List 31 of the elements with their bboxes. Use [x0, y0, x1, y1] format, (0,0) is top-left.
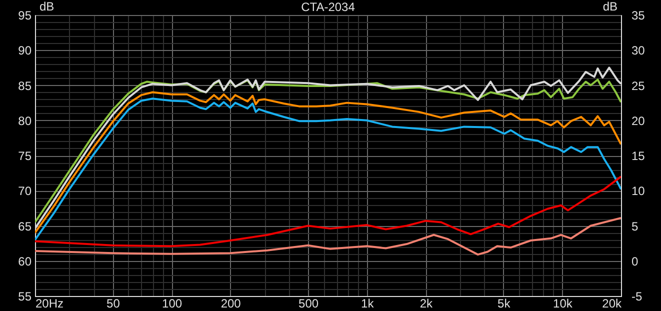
x-tick-label: 50: [106, 296, 120, 310]
y2-tick-label: 15: [632, 149, 646, 163]
y2-axis-title: dB: [602, 0, 618, 14]
x-tick-label: 500: [298, 296, 319, 310]
y-tick-label: 55: [18, 290, 32, 304]
y2-tick-label: 5: [632, 219, 638, 234]
y-tick-label: 75: [18, 149, 32, 163]
y2-tick-label: 30: [632, 44, 646, 58]
y2-tick-label: 0: [632, 254, 638, 268]
y-tick-label: 95: [18, 8, 32, 22]
x-tick-label: 10k: [553, 296, 574, 310]
x-tick-label: 200: [220, 296, 242, 310]
y-tick-label: 80: [18, 114, 32, 128]
x-tick-label: 20k: [602, 296, 622, 310]
y-tick-label: 65: [18, 219, 32, 234]
x-tick-label: 100: [162, 296, 182, 310]
y2-tick-label: 25: [632, 78, 646, 93]
y-tick-label: 60: [18, 254, 32, 268]
chart-title: CTA-2034: [301, 0, 356, 14]
y-tick-label: 85: [18, 78, 32, 93]
y-tick-label: 90: [18, 44, 32, 58]
x-tick-label: 20Hz: [36, 296, 64, 310]
y-tick-label: 70: [18, 184, 32, 198]
y-axis-title: dB: [40, 0, 54, 14]
y2-tick-label: 35: [632, 8, 646, 22]
y2-tick-label: -5: [632, 290, 642, 304]
y2-tick-label: 10: [632, 184, 646, 198]
x-tick-label: 5k: [498, 296, 512, 310]
y2-tick-label: 20: [632, 114, 646, 128]
x-tick-label: 2k: [420, 296, 434, 310]
x-tick-label: 1k: [361, 296, 375, 310]
